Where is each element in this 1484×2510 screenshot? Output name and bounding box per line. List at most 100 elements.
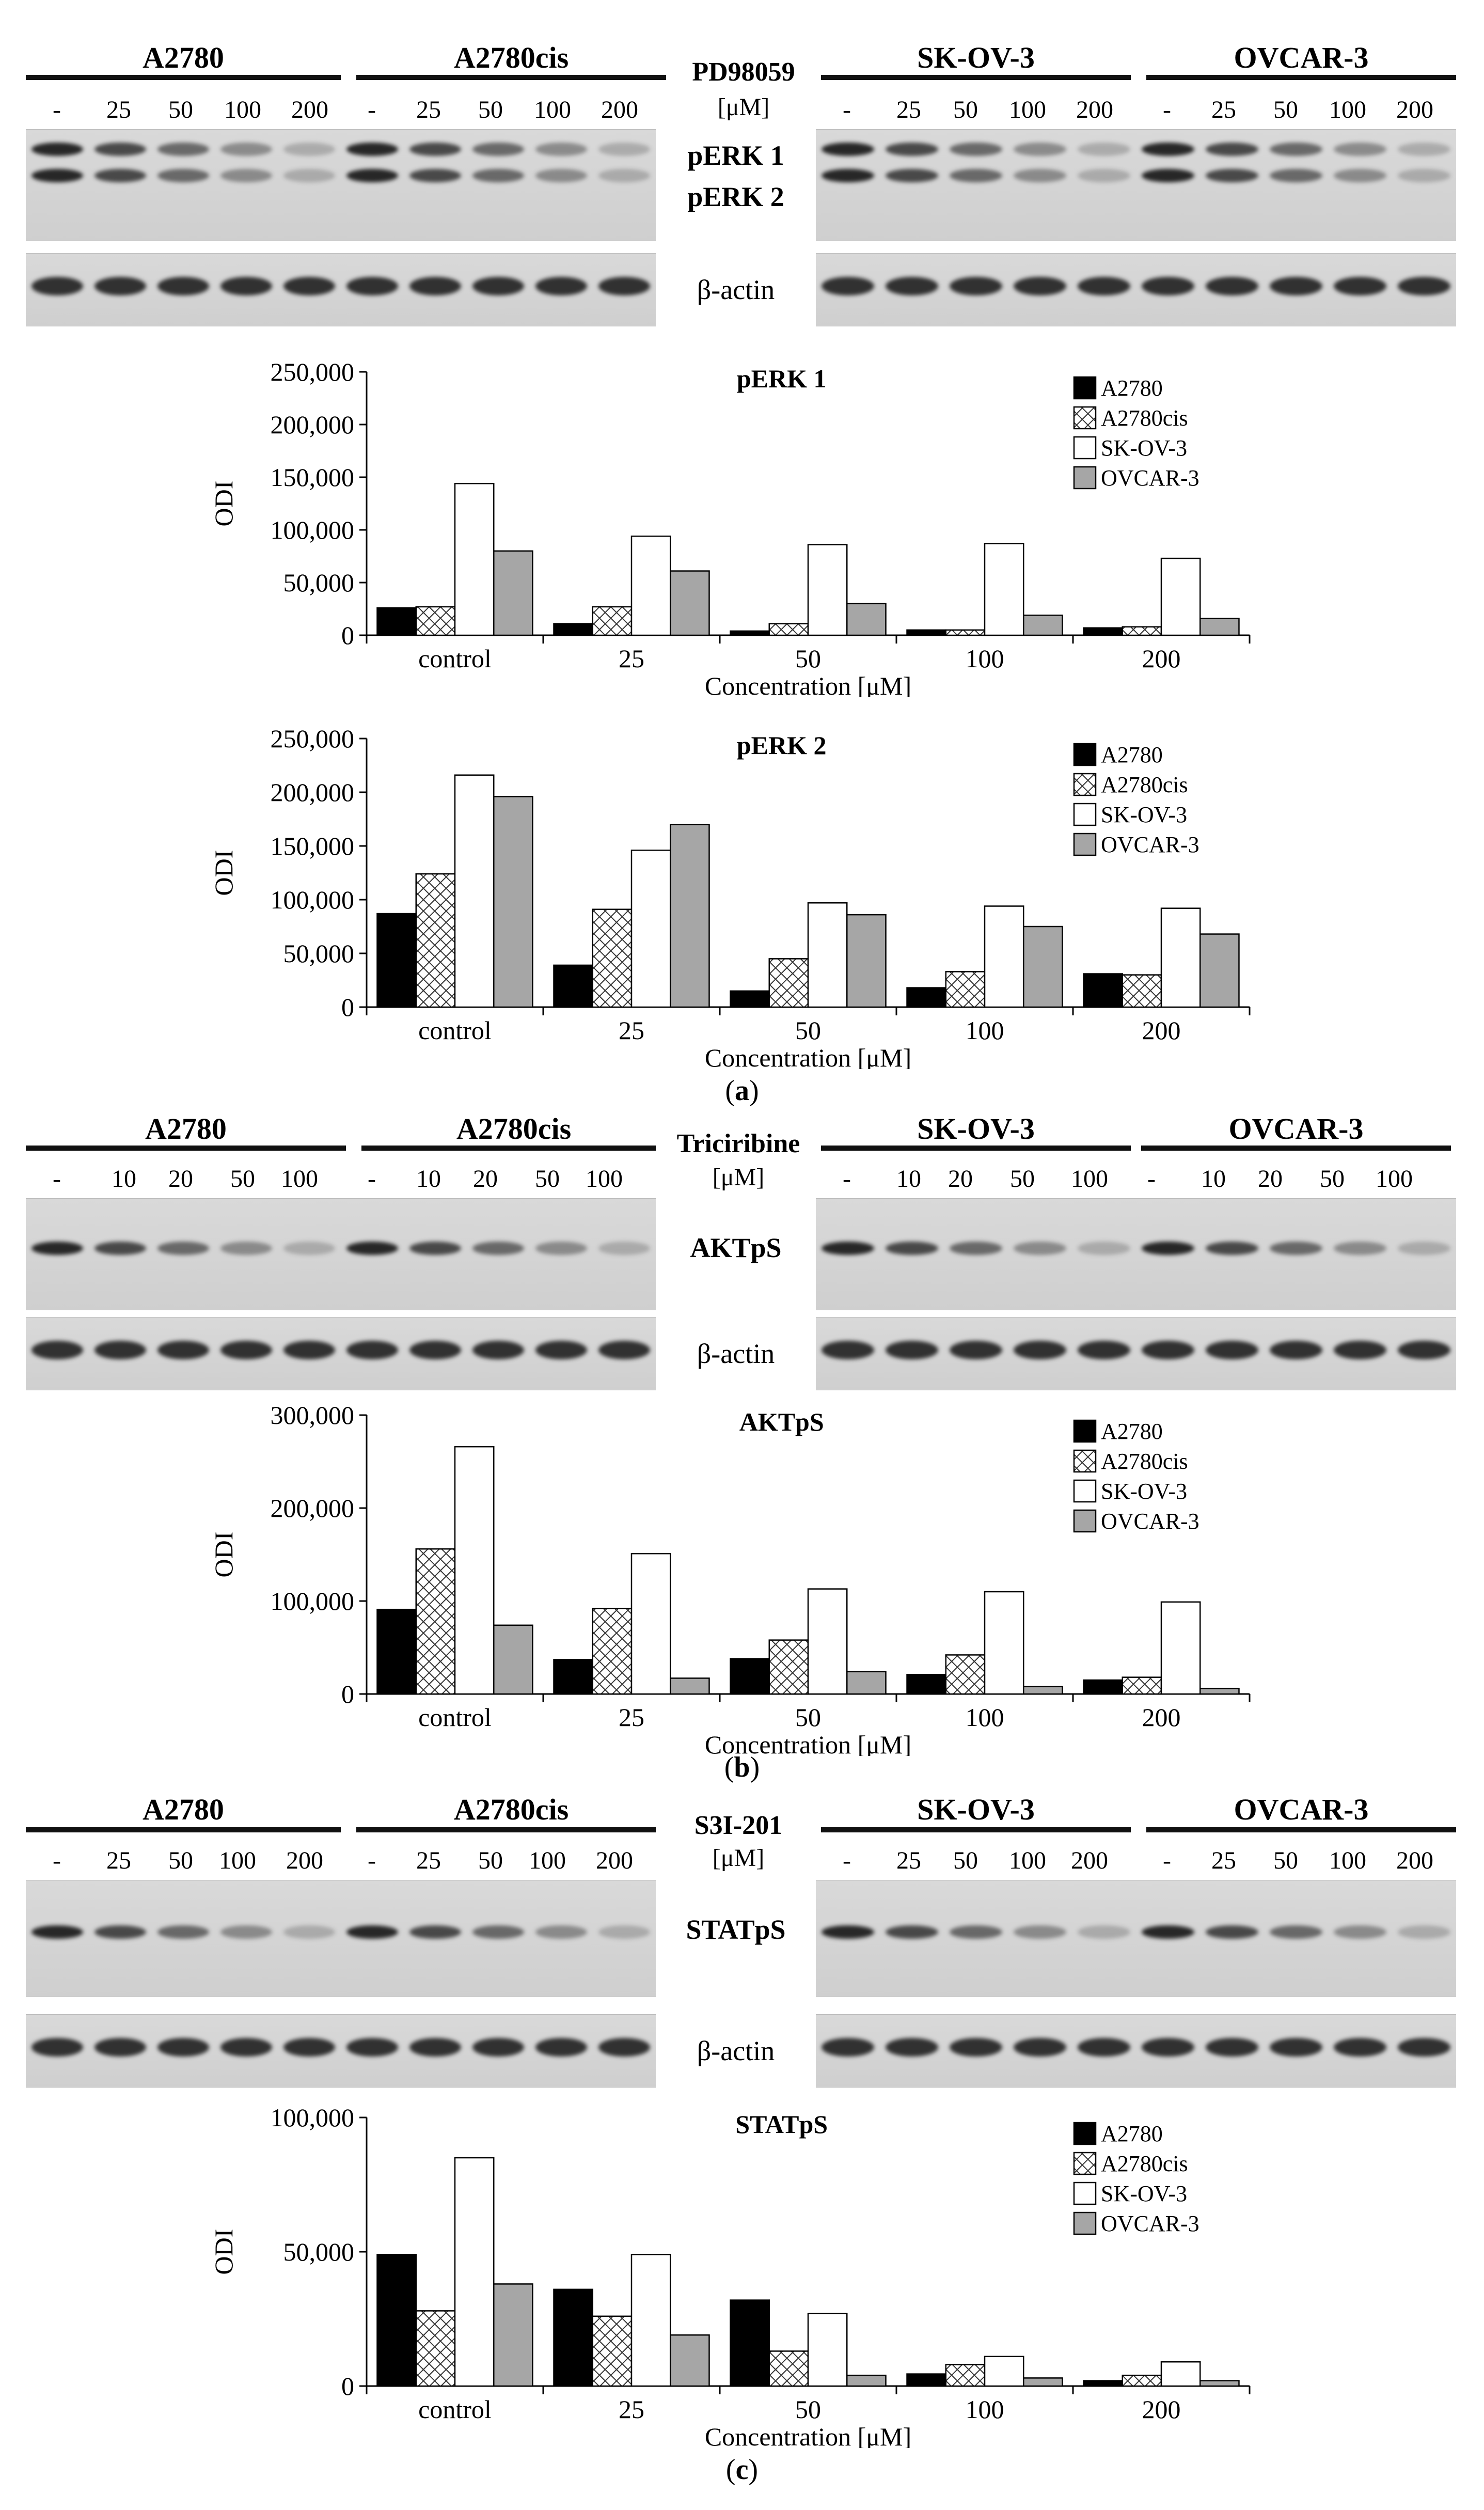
lane-label: 50	[1273, 1847, 1298, 1874]
y-tick-label: 200,000	[271, 410, 355, 439]
y-tick-label: 50,000	[283, 568, 355, 597]
bar-sk-ov-3	[454, 2157, 495, 2387]
bar-a2780cis	[768, 958, 809, 1008]
blot-band	[283, 1925, 335, 1939]
bar-ovcar-3	[669, 824, 710, 1008]
blot-band	[822, 1241, 874, 1255]
bar-ovcar-3	[846, 914, 887, 1008]
blot-band	[950, 1241, 1002, 1255]
lane-label: 100	[1071, 1165, 1108, 1193]
blot-band	[94, 277, 146, 295]
blot-band	[472, 1925, 524, 1939]
y-axis-label: ODI	[209, 850, 238, 896]
blot-band	[886, 277, 938, 295]
blot-band	[822, 2038, 874, 2057]
legend-label: OVCAR-3	[1101, 832, 1199, 857]
legend-label: SK-OV-3	[1101, 802, 1187, 827]
legend-label: SK-OV-3	[1101, 435, 1187, 461]
legend-swatch	[1073, 436, 1097, 460]
y-tick-label: 200,000	[271, 778, 355, 807]
chart-perk1: pERK 1 0 50,000 100,000 150,000 200,000 250,00…	[209, 357, 1251, 697]
x-tick-label: 50	[795, 644, 821, 673]
blot-band	[94, 2038, 146, 2057]
legend-label: A2780	[1101, 375, 1163, 401]
blot-band	[31, 277, 83, 295]
header-underline	[26, 1146, 346, 1151]
blot-band	[822, 1341, 874, 1359]
western-blot-image	[816, 1317, 1456, 1390]
bar-a2780	[906, 629, 947, 636]
blot-band	[220, 277, 272, 295]
blot-band	[1014, 277, 1066, 295]
bar-a2780	[553, 2288, 594, 2387]
legend-label: A2780	[1101, 1419, 1163, 1444]
bar-ovcar-3	[669, 1677, 710, 1695]
cell-line-header: A2780cis	[456, 1112, 572, 1146]
bar-sk-ov-3	[1160, 557, 1201, 636]
blot-band	[886, 142, 938, 156]
y-axis-label: ODI	[209, 2229, 238, 2275]
lane-label: 100	[281, 1165, 318, 1193]
blot-label: AKTpS	[690, 1232, 782, 1263]
lane-label: -	[843, 96, 851, 123]
lane-label: 50	[535, 1165, 560, 1193]
x-tick-label: 50	[795, 1016, 821, 1045]
blot-band	[94, 1925, 146, 1939]
blot-band	[822, 1925, 874, 1939]
legend-swatch	[1073, 2152, 1097, 2175]
blot-band	[409, 1925, 461, 1939]
western-blot-image	[816, 1198, 1456, 1310]
blot-band	[346, 1341, 398, 1359]
lane-label: 100	[1009, 1847, 1046, 1874]
bar-ovcar-3	[493, 2283, 533, 2387]
blot-band	[1334, 1341, 1386, 1359]
bar-a2780cis	[1122, 626, 1162, 636]
blot-label: β-actin	[697, 274, 775, 305]
bar-ovcar-3	[493, 796, 533, 1008]
x-tick-label: 25	[619, 2395, 644, 2424]
blot-band	[1270, 2038, 1322, 2057]
blot-band	[472, 2038, 524, 2057]
blot-band	[1078, 2038, 1130, 2057]
y-axis-label: ODI	[209, 481, 238, 527]
blot-band	[1206, 1341, 1258, 1359]
lane-label: 100	[1329, 96, 1366, 123]
lane-label: 25	[416, 96, 441, 123]
x-tick-label: 50	[795, 1703, 821, 1732]
blot-band	[1398, 1341, 1450, 1359]
blot-band	[598, 142, 650, 156]
blot-band	[1334, 1241, 1386, 1255]
x-tick-label: control	[418, 2395, 492, 2424]
lane-label: 50	[478, 1847, 503, 1874]
bar-a2780	[553, 964, 594, 1008]
legend-label: A2780cis	[1101, 405, 1188, 431]
header-underline	[1146, 75, 1456, 80]
bar-a2780cis	[768, 1639, 809, 1695]
bar-ovcar-3	[493, 1624, 533, 1695]
bar-a2780	[376, 607, 417, 636]
bar-sk-ov-3	[807, 544, 848, 636]
blot-label: pERK 1	[687, 140, 784, 171]
header-underline	[821, 1146, 1131, 1151]
western-blot-image	[816, 129, 1456, 241]
legend-label: OVCAR-3	[1101, 2211, 1199, 2236]
bar-ovcar-3	[669, 570, 710, 636]
blot-band	[220, 1241, 272, 1255]
bar-sk-ov-3	[807, 902, 848, 1008]
cell-line-header: OVCAR-3	[1228, 1112, 1364, 1146]
blot-band	[950, 142, 1002, 156]
blot-band	[1334, 1925, 1386, 1939]
bar-sk-ov-3	[984, 1591, 1024, 1695]
y-tick-label: 150,000	[271, 832, 355, 860]
western-blot-image	[816, 2014, 1456, 2088]
blot-band	[157, 1925, 209, 1939]
lane-label: 25	[106, 1847, 131, 1874]
cell-line-header: A2780	[143, 41, 224, 74]
blot-band	[1014, 142, 1066, 156]
bar-a2780	[906, 987, 947, 1008]
blot-band	[157, 1241, 209, 1255]
blot-label: STATpS	[686, 1914, 786, 1945]
blot-band	[1398, 1241, 1450, 1255]
bar-a2780cis	[415, 2310, 456, 2387]
blot-band	[472, 169, 524, 183]
